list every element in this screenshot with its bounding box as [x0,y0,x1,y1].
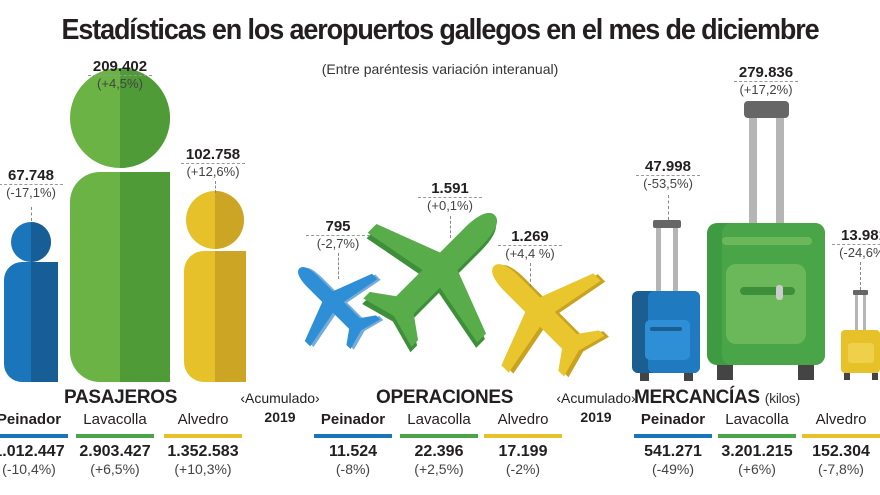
label-operaciones-alvedro: 1.269 (+4,4 %) [480,228,580,261]
airport-name: Alvedro [497,411,549,428]
accumulated-pasajeros-lavacolla: Lavacolla 2.903.427 (+6,5%) [74,411,156,477]
person-icon-alvedro [184,191,246,382]
accumulated-change: (+10,3%) [174,461,232,477]
accumulated-value: 17.199 [498,443,548,460]
accumulated-change: (-8%) [335,461,371,477]
airport-name: Peinador [640,411,706,428]
accumulated-operaciones-alvedro: Alvedro 17.199 (-2%) [482,411,564,477]
accumulated-operaciones-lavacolla: Lavacolla 22.396 (+2,5%) [398,411,480,477]
accumulated-change: (-2%) [505,461,541,477]
accumulated-change: (-10,4%) [2,461,56,477]
accumulated-label: ‹Acumulado› 2019 [230,389,330,427]
label-pasajeros-alvedro: 102.758 (+12,6%) [163,146,263,179]
value: 209.402 [92,58,148,75]
change: (+12,6%) [181,163,245,179]
accumulated-operaciones-peinador: Peinador 11.524 (-8%) [312,411,394,477]
change: (-17,1%) [0,184,63,200]
accumulated-value: 11.524 [328,443,378,460]
suitcase-icon-lavacolla [707,101,825,380]
airport-name: Peinador [0,411,62,428]
accumulated-mercancas-lavacolla: Lavacolla 3.201.215 (+6%) [716,411,798,477]
accumulated-change: (+6%) [738,461,776,477]
change: (+0,1%) [418,197,482,213]
airport-color-bar [484,434,562,438]
change: (+17,2%) [734,81,798,97]
accumulated-year: 2019 [580,409,612,425]
section-title-operaciones: OPERACIONES [376,387,514,408]
section-title-mercancias: MERCANCÍAS (kilos) [634,387,800,409]
leader-line [215,181,216,193]
airport-name: Alvedro [815,411,867,428]
leader-line [860,262,861,290]
accumulated-value: 1.352.583 [167,443,239,460]
accumulated-value: 1.012.447 [0,443,65,460]
page-subtitle: (Entre paréntesis variación interanual) [321,61,559,77]
person-icon-peinador [4,222,58,382]
accumulated-pasajeros-alvedro: Alvedro 1.352.583 (+10,3%) [162,411,244,477]
value: 13.981 [841,227,880,244]
page-title: Estadísticas en los aeropuertos gallegos… [61,14,819,46]
accumulated-change: (+6,5%) [90,461,140,477]
airport-color-bar [314,434,392,438]
accumulated-value: 2.903.427 [79,443,151,460]
airport-color-bar [76,434,154,438]
value: 279.836 [738,64,794,81]
accumulated-mercancas-peinador: Peinador 541.271 (-49%) [632,411,714,477]
airport-color-bar [718,434,796,438]
label-pasajeros-lavacolla: 209.402 (+4,5%) [70,58,170,91]
leader-line [668,195,669,220]
section-title-pasajeros: PASAJEROS [64,387,178,408]
value: 1.269 [511,228,549,245]
airport-name: Lavacolla [407,411,471,428]
change: (-2,7%) [306,235,370,251]
accumulated-change: (+2,5%) [414,461,464,477]
label-mercancias-peinador: 47.998 (-53,5%) [618,158,718,191]
suitcase-icon-peinador [632,220,700,381]
accumulated-year: 2019 [264,409,296,425]
person-icon-lavacolla [70,68,170,382]
leader-line [450,216,451,238]
accumulated-text: ‹Acumulado› [556,390,636,406]
label-pasajeros-peinador: 67.748 (-17,1%) [0,167,81,200]
accumulated-value: 22.396 [414,443,464,460]
accumulated-text: ‹Acumulado› [240,390,320,406]
airport-color-bar [0,434,68,438]
leader-line [338,253,339,279]
change: (-24,6%) [832,244,880,260]
label-mercancias-alvedro: 13.981 (-24,6%) [814,227,880,260]
accumulated-mercancas-alvedro: Alvedro 152.304 (-7,8%) [800,411,880,477]
airport-color-bar [400,434,478,438]
airport-color-bar [802,434,880,438]
value: 795 [325,218,351,235]
value: 67.748 [8,167,54,184]
accumulated-value: 152.304 [812,443,870,460]
airport-name: Lavacolla [83,411,147,428]
change: (+4,5%) [88,75,152,91]
accumulated-value: 541.271 [644,443,702,460]
accumulated-change: (-49%) [651,461,694,477]
suitcase-icon-alvedro [841,290,880,380]
change: (-53,5%) [636,175,700,191]
accumulated-value: 3.201.215 [721,443,793,460]
label-mercancias-lavacolla: 279.836 (+17,2%) [716,64,816,97]
accumulated-label: ‹Acumulado› 2019 [546,389,646,427]
value: 102.758 [185,146,241,163]
accumulated-change: (-7,8%) [818,461,864,477]
airport-name: Peinador [320,411,386,428]
airport-color-bar [634,434,712,438]
airport-color-bar [164,434,242,438]
accumulated-pasajeros-peinador: Peinador 1.012.447 (-10,4%) [0,411,70,477]
leader-line [530,263,531,287]
value: 47.998 [645,158,691,175]
leader-line [31,207,32,221]
airport-name: Alvedro [177,411,229,428]
value: 1.591 [431,180,469,197]
change: (+4,4 %) [498,245,562,261]
label-operaciones-peinador: 795 (-2,7%) [288,218,388,251]
unit-label: (kilos) [764,390,801,406]
airport-name: Lavacolla [725,411,789,428]
label-operaciones-lavacolla: 1.591 (+0,1%) [400,180,500,213]
section-title-text: MERCANCÍAS [634,387,760,408]
